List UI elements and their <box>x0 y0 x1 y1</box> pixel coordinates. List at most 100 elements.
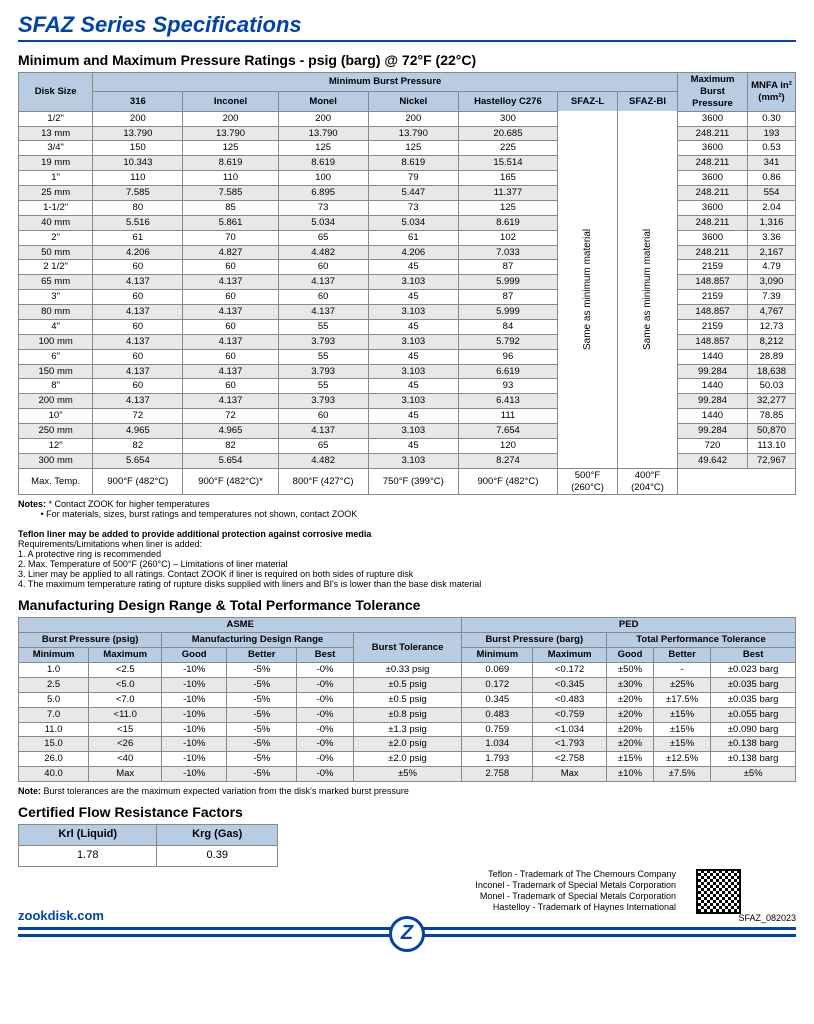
cell-mnfa: 4.79 <box>748 260 796 275</box>
th-disk: Disk Size <box>19 73 93 112</box>
cell: <2.758 <box>533 752 607 767</box>
cell-maxbp: 248.211 <box>678 156 748 171</box>
cell-maxbp: 2159 <box>678 260 748 275</box>
cell: 0.345 <box>462 692 533 707</box>
cell: ±15% <box>607 752 654 767</box>
cell: 7.654 <box>458 424 557 439</box>
th-max2: Maximum <box>533 648 607 663</box>
cell: 65 <box>278 438 368 453</box>
cell: 5.861 <box>183 215 278 230</box>
cell: <40 <box>89 752 162 767</box>
cell: 150 <box>93 141 183 156</box>
cell-disk: 19 mm <box>19 156 93 171</box>
cell: 60 <box>278 260 368 275</box>
cell-mnfa: 3,090 <box>748 275 796 290</box>
cell: 3.103 <box>368 364 458 379</box>
tm4: Hastelloy - Trademark of Haynes Internat… <box>475 902 676 913</box>
cell-maxbp: 720 <box>678 438 748 453</box>
cell: 96 <box>458 349 557 364</box>
cell: ±0.023 barg <box>711 663 796 678</box>
cell-maxbp: 3600 <box>678 141 748 156</box>
th-316: 316 <box>93 92 183 111</box>
cell: 200 <box>278 111 368 126</box>
cell: 6.895 <box>278 186 368 201</box>
cell-maxbp: 248.211 <box>678 126 748 141</box>
cell: 5.034 <box>278 215 368 230</box>
cell: ±25% <box>653 677 710 692</box>
cell: 61 <box>93 230 183 245</box>
cell: 4.137 <box>183 334 278 349</box>
note-b2: • For materials, sizes, burst ratings an… <box>41 509 358 519</box>
cell: 93 <box>458 379 557 394</box>
cell: 110 <box>93 171 183 186</box>
th-good1: Good <box>162 648 227 663</box>
cell: ±20% <box>607 722 654 737</box>
cell-disk: 2 1/2" <box>19 260 93 275</box>
cell: 70 <box>183 230 278 245</box>
page-title: SFAZ Series Specifications <box>18 12 796 42</box>
cell-maxbp: 2159 <box>678 290 748 305</box>
th-nickel: Nickel <box>368 92 458 111</box>
cell: -5% <box>227 707 297 722</box>
cell: 26.0 <box>19 752 89 767</box>
cell: 87 <box>458 290 557 305</box>
cell: 15.0 <box>19 737 89 752</box>
cell: 45 <box>368 379 458 394</box>
cell: 5.654 <box>93 453 183 468</box>
cell: 79 <box>368 171 458 186</box>
cell-maxtemp: Max. Temp. <box>19 468 93 495</box>
th-krl: Krl (Liquid) <box>19 825 157 846</box>
cell-mnfa: 0.86 <box>748 171 796 186</box>
cell: 5.999 <box>458 275 557 290</box>
th-good2: Good <box>607 648 654 663</box>
cell: 5.0 <box>19 692 89 707</box>
cell: -5% <box>227 692 297 707</box>
cell-maxbp: 3600 <box>678 230 748 245</box>
cell: ±10% <box>607 767 654 782</box>
cell: 45 <box>368 409 458 424</box>
cell: 73 <box>278 200 368 215</box>
cell: 4.965 <box>93 424 183 439</box>
cell: 7.585 <box>183 186 278 201</box>
cell: 8.619 <box>458 215 557 230</box>
cell: 3.103 <box>368 334 458 349</box>
cell-disk: 3" <box>19 290 93 305</box>
th-better2: Better <box>653 648 710 663</box>
cell: ±0.5 psig <box>353 692 462 707</box>
cell: -10% <box>162 692 227 707</box>
cell-mnfa: 2,167 <box>748 245 796 260</box>
cell: 5.447 <box>368 186 458 201</box>
cell: 8.619 <box>183 156 278 171</box>
cell: 4.965 <box>183 424 278 439</box>
th-mdr: Manufacturing Design Range <box>162 633 353 648</box>
cell-disk: 80 mm <box>19 305 93 320</box>
cell: 7.585 <box>93 186 183 201</box>
cell: ±20% <box>607 707 654 722</box>
cell-maxbp: 99.284 <box>678 364 748 379</box>
section1-heading: Minimum and Maximum Pressure Ratings - p… <box>18 52 796 68</box>
cell-disk: 4" <box>19 319 93 334</box>
cell: 45 <box>368 260 458 275</box>
cell-disk: 12" <box>19 438 93 453</box>
cell: 20.685 <box>458 126 557 141</box>
cell: ±12.5% <box>653 752 710 767</box>
th-ped: PED <box>462 618 796 633</box>
cell: -10% <box>162 677 227 692</box>
cell-maxbp: 2159 <box>678 319 748 334</box>
cell: 225 <box>458 141 557 156</box>
cell: 4.137 <box>278 305 368 320</box>
cell: <0.759 <box>533 707 607 722</box>
cell: 125 <box>183 141 278 156</box>
cell: 8.274 <box>458 453 557 468</box>
th-maxbp: Maximum Burst Pressure <box>678 73 748 112</box>
cell: -5% <box>227 677 297 692</box>
cell: ±7.5% <box>653 767 710 782</box>
cell-mnfa: 1,316 <box>748 215 796 230</box>
cell: 60 <box>278 409 368 424</box>
cell-mnfa: 72,967 <box>748 453 796 468</box>
cell: 200 <box>368 111 458 126</box>
cell: ±0.33 psig <box>353 663 462 678</box>
th-min1: Minimum <box>19 648 89 663</box>
cell: 72 <box>93 409 183 424</box>
cell: 3.793 <box>278 334 368 349</box>
